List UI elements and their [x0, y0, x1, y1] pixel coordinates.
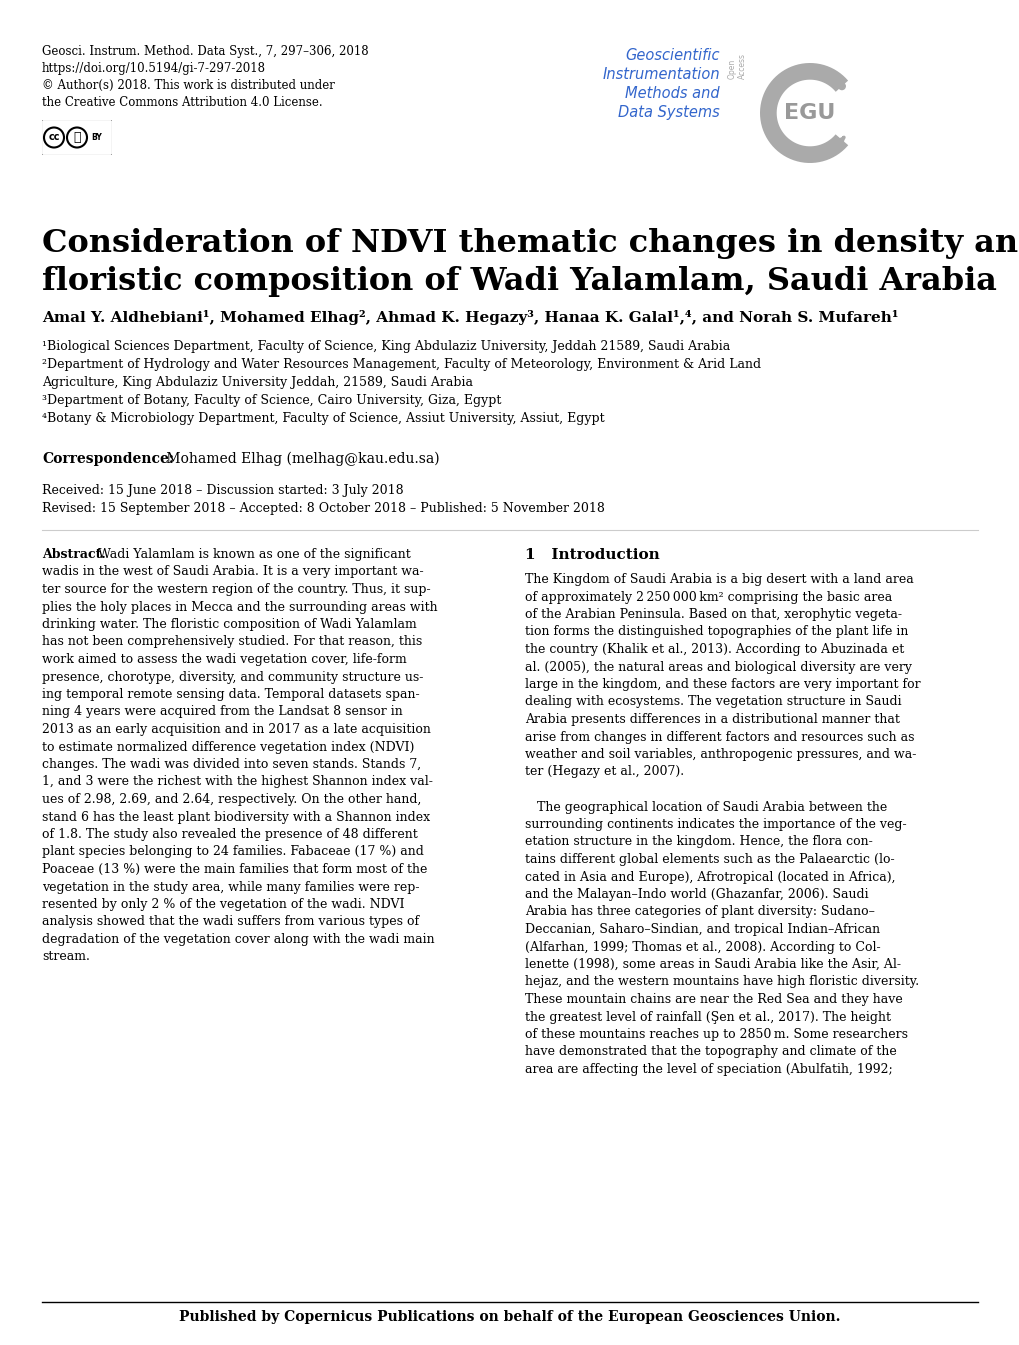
Text: changes. The wadi was divided into seven stands. Stands 7,: changes. The wadi was divided into seven… — [42, 759, 421, 771]
Text: have demonstrated that the topography and climate of the: have demonstrated that the topography an… — [525, 1045, 896, 1059]
Text: Amal Y. Aldhebiani¹, Mohamed Elhag², Ahmad K. Hegazy³, Hanaa K. Galal¹,⁴, and No: Amal Y. Aldhebiani¹, Mohamed Elhag², Ahm… — [42, 309, 898, 325]
Text: ⁴Botany & Microbiology Department, Faculty of Science, Assiut University, Assiut: ⁴Botany & Microbiology Department, Facul… — [42, 412, 604, 425]
Text: large in the kingdom, and these factors are very important for: large in the kingdom, and these factors … — [525, 678, 920, 691]
Text: Methods and: Methods and — [625, 86, 719, 101]
Text: al. (2005), the natural areas and biological diversity are very: al. (2005), the natural areas and biolog… — [525, 660, 911, 674]
Text: has not been comprehensively studied. For that reason, this: has not been comprehensively studied. Fo… — [42, 635, 422, 648]
Text: lenette (1998), some areas in Saudi Arabia like the Asir, Al-: lenette (1998), some areas in Saudi Arab… — [525, 958, 900, 971]
Text: Data Systems: Data Systems — [618, 105, 719, 120]
Text: Open
Access: Open Access — [728, 52, 746, 79]
Text: Deccanian, Saharo–Sindian, and tropical Indian–African: Deccanian, Saharo–Sindian, and tropical … — [525, 923, 879, 936]
Text: ter (Hegazy et al., 2007).: ter (Hegazy et al., 2007). — [525, 765, 684, 779]
Text: area are affecting the level of speciation (Abulfatih, 1992;: area are affecting the level of speciati… — [525, 1063, 892, 1076]
Text: Agriculture, King Abdulaziz University Jeddah, 21589, Saudi Arabia: Agriculture, King Abdulaziz University J… — [42, 377, 473, 389]
Text: Geoscientific: Geoscientific — [625, 48, 719, 63]
Text: Arabia has three categories of plant diversity: Sudano–: Arabia has three categories of plant div… — [525, 905, 874, 919]
Text: ¹Biological Sciences Department, Faculty of Science, King Abdulaziz University, : ¹Biological Sciences Department, Faculty… — [42, 340, 730, 352]
Text: 2013 as an early acquisition and in 2017 as a late acquisition: 2013 as an early acquisition and in 2017… — [42, 724, 430, 736]
Text: cated in Asia and Europe), Afrotropical (located in Africa),: cated in Asia and Europe), Afrotropical … — [525, 870, 895, 884]
Text: ter source for the western region of the country. Thus, it sup-: ter source for the western region of the… — [42, 582, 430, 596]
Text: stand 6 has the least plant biodiversity with a Shannon index: stand 6 has the least plant biodiversity… — [42, 811, 430, 823]
Text: analysis showed that the wadi suffers from various types of: analysis showed that the wadi suffers fr… — [42, 916, 419, 928]
Text: ²Department of Hydrology and Water Resources Management, Faculty of Meteorology,: ²Department of Hydrology and Water Resou… — [42, 358, 760, 371]
Text: wadis in the west of Saudi Arabia. It is a very important wa-: wadis in the west of Saudi Arabia. It is… — [42, 565, 423, 578]
Text: the Creative Commons Attribution 4.0 License.: the Creative Commons Attribution 4.0 Lic… — [42, 95, 322, 109]
Text: ³Department of Botany, Faculty of Science, Cairo University, Giza, Egypt: ³Department of Botany, Faculty of Scienc… — [42, 394, 501, 408]
Text: BY: BY — [92, 133, 102, 143]
Text: ning 4 years were acquired from the Landsat 8 sensor in: ning 4 years were acquired from the Land… — [42, 706, 403, 718]
Text: 1, and 3 were the richest with the highest Shannon index val-: 1, and 3 were the richest with the highe… — [42, 776, 432, 788]
FancyBboxPatch shape — [41, 118, 113, 156]
Text: of approximately 2 250 000 km² comprising the basic area: of approximately 2 250 000 km² comprisin… — [525, 590, 892, 604]
Text: etation structure in the kingdom. Hence, the flora con-: etation structure in the kingdom. Hence,… — [525, 835, 872, 849]
Text: degradation of the vegetation cover along with the wadi main: degradation of the vegetation cover alon… — [42, 933, 434, 946]
Text: The geographical location of Saudi Arabia between the: The geographical location of Saudi Arabi… — [525, 800, 887, 814]
Text: and the Malayan–Indo world (Ghazanfar, 2006). Saudi: and the Malayan–Indo world (Ghazanfar, 2… — [525, 888, 868, 901]
Text: vegetation in the study area, while many families were rep-: vegetation in the study area, while many… — [42, 881, 419, 893]
Text: surrounding continents indicates the importance of the veg-: surrounding continents indicates the imp… — [525, 818, 906, 831]
Text: the greatest level of rainfall (Şen et al., 2017). The height: the greatest level of rainfall (Şen et a… — [525, 1010, 891, 1024]
Text: (Alfarhan, 1999; Thomas et al., 2008). According to Col-: (Alfarhan, 1999; Thomas et al., 2008). A… — [525, 940, 879, 954]
Text: plant species belonging to 24 families. Fabaceae (17 %) and: plant species belonging to 24 families. … — [42, 846, 424, 858]
Text: cc: cc — [48, 133, 60, 143]
Text: of these mountains reaches up to 2850 m. Some researchers: of these mountains reaches up to 2850 m.… — [525, 1028, 907, 1041]
Text: 1   Introduction: 1 Introduction — [525, 547, 659, 562]
Text: of 1.8. The study also revealed the presence of 48 different: of 1.8. The study also revealed the pres… — [42, 829, 418, 841]
Text: ⓘ: ⓘ — [73, 130, 81, 144]
Text: Abstract.: Abstract. — [42, 547, 106, 561]
Text: Wadi Yalamlam is known as one of the significant: Wadi Yalamlam is known as one of the sig… — [94, 547, 411, 561]
Text: arise from changes in different factors and resources such as: arise from changes in different factors … — [525, 730, 914, 744]
Text: Mohamed Elhag (melhag@kau.edu.sa): Mohamed Elhag (melhag@kau.edu.sa) — [162, 452, 439, 467]
Text: dealing with ecosystems. The vegetation structure in Saudi: dealing with ecosystems. The vegetation … — [525, 695, 901, 709]
Text: Correspondence:: Correspondence: — [42, 452, 174, 465]
Text: ues of 2.98, 2.69, and 2.64, respectively. On the other hand,: ues of 2.98, 2.69, and 2.64, respectivel… — [42, 794, 421, 806]
Text: the country (Khalik et al., 2013). According to Abuzinada et: the country (Khalik et al., 2013). Accor… — [525, 643, 904, 656]
Text: tion forms the distinguished topographies of the plant life in: tion forms the distinguished topographie… — [525, 625, 908, 639]
Text: of the Arabian Peninsula. Based on that, xerophytic vegeta-: of the Arabian Peninsula. Based on that,… — [525, 608, 901, 621]
Text: Revised: 15 September 2018 – Accepted: 8 October 2018 – Published: 5 November 20: Revised: 15 September 2018 – Accepted: 8… — [42, 502, 604, 515]
Text: https://doi.org/10.5194/gi-7-297-2018: https://doi.org/10.5194/gi-7-297-2018 — [42, 62, 266, 75]
Text: © Author(s) 2018. This work is distributed under: © Author(s) 2018. This work is distribut… — [42, 79, 334, 91]
Text: stream.: stream. — [42, 951, 90, 963]
Text: Consideration of NDVI thematic changes in density analysis and: Consideration of NDVI thematic changes i… — [42, 229, 1019, 260]
Text: resented by only 2 % of the vegetation of the wadi. NDVI: resented by only 2 % of the vegetation o… — [42, 898, 405, 911]
Text: Geosci. Instrum. Method. Data Syst., 7, 297–306, 2018: Geosci. Instrum. Method. Data Syst., 7, … — [42, 44, 368, 58]
Text: These mountain chains are near the Red Sea and they have: These mountain chains are near the Red S… — [525, 993, 902, 1006]
Text: drinking water. The floristic composition of Wadi Yalamlam: drinking water. The floristic compositio… — [42, 617, 417, 631]
Text: Published by Copernicus Publications on behalf of the European Geosciences Union: Published by Copernicus Publications on … — [179, 1310, 840, 1323]
Text: plies the holy places in Mecca and the surrounding areas with: plies the holy places in Mecca and the s… — [42, 600, 437, 613]
Circle shape — [838, 83, 845, 90]
Text: The Kingdom of Saudi Arabia is a big desert with a land area: The Kingdom of Saudi Arabia is a big des… — [525, 573, 913, 586]
Text: ing temporal remote sensing data. Temporal datasets span-: ing temporal remote sensing data. Tempor… — [42, 689, 419, 701]
Text: Arabia presents differences in a distributional manner that: Arabia presents differences in a distrib… — [525, 713, 899, 726]
Text: hejaz, and the western mountains have high floristic diversity.: hejaz, and the western mountains have hi… — [525, 975, 918, 989]
Text: weather and soil variables, anthropogenic pressures, and wa-: weather and soil variables, anthropogeni… — [525, 748, 915, 761]
Text: work aimed to assess the wadi vegetation cover, life-form: work aimed to assess the wadi vegetation… — [42, 654, 407, 666]
Text: Poaceae (13 %) were the main families that form most of the: Poaceae (13 %) were the main families th… — [42, 863, 427, 876]
Text: EGU: EGU — [784, 104, 835, 122]
Text: Received: 15 June 2018 – Discussion started: 3 July 2018: Received: 15 June 2018 – Discussion star… — [42, 484, 404, 498]
Text: to estimate normalized difference vegetation index (NDVI): to estimate normalized difference vegeta… — [42, 741, 414, 753]
Text: tains different global elements such as the Palaearctic (lo-: tains different global elements such as … — [525, 853, 894, 866]
Text: presence, chorotype, diversity, and community structure us-: presence, chorotype, diversity, and comm… — [42, 671, 423, 683]
Text: floristic composition of Wadi Yalamlam, Saudi Arabia: floristic composition of Wadi Yalamlam, … — [42, 266, 996, 297]
Text: Instrumentation: Instrumentation — [602, 67, 719, 82]
